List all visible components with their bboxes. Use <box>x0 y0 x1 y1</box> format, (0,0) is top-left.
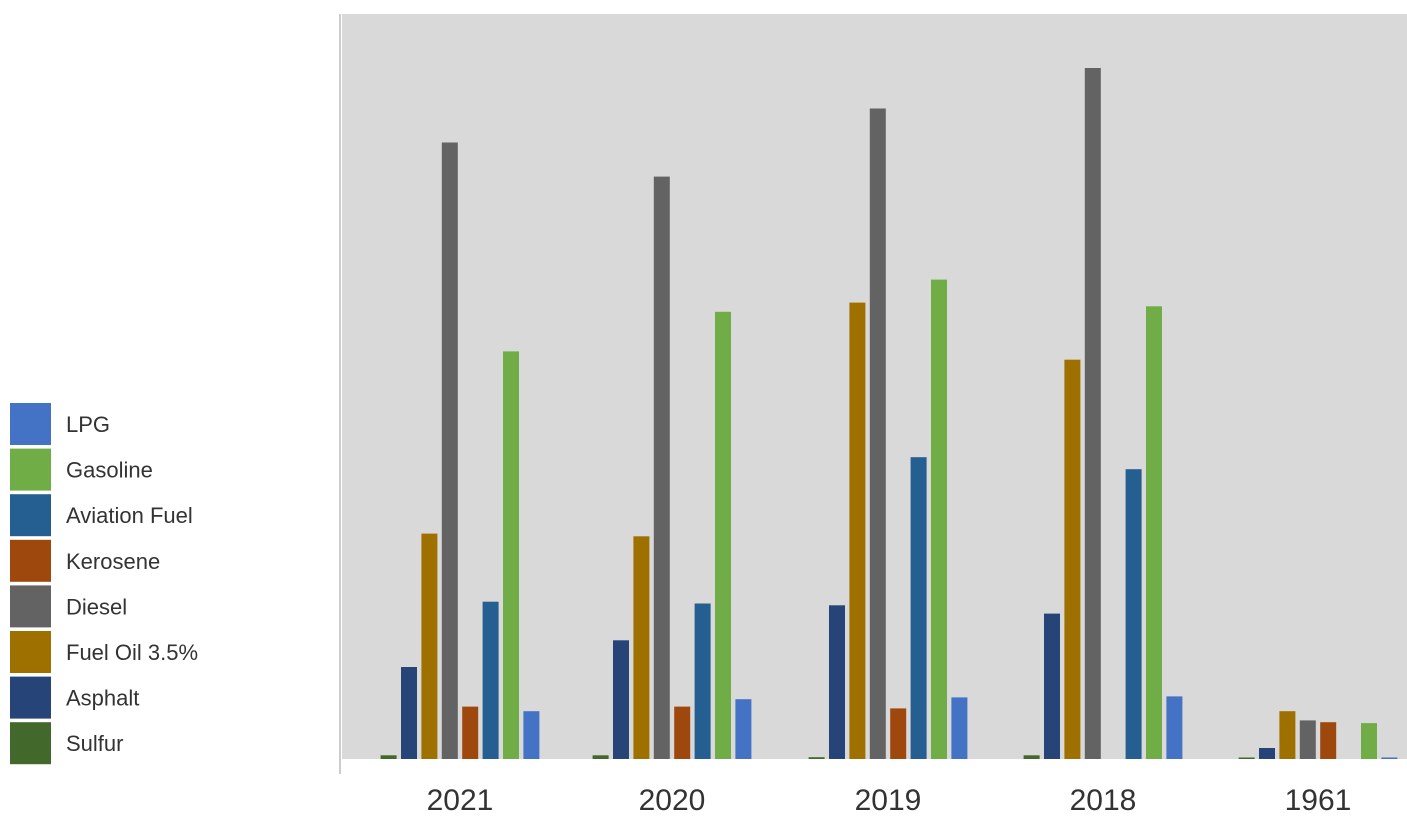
legend-label-aviation-fuel: Aviation Fuel <box>66 503 193 528</box>
legend-swatch-gasoline <box>10 448 51 491</box>
x-tick-label-1961: 1961 <box>1285 784 1352 817</box>
bar-gasoline-2018 <box>1146 306 1162 759</box>
legend-label-diesel: Diesel <box>66 594 127 619</box>
bar-fuel-oil-3-5--2018 <box>1064 359 1081 759</box>
x-tick-label-2019: 2019 <box>855 784 922 817</box>
bar-gasoline-2021 <box>503 351 519 759</box>
bar-asphalt-2020 <box>613 640 629 759</box>
legend-label-lpg: LPG <box>66 412 110 437</box>
legend-label-gasoline: Gasoline <box>66 458 153 483</box>
bar-kerosene-2019 <box>890 708 907 759</box>
bar-diesel-1961 <box>1299 720 1316 759</box>
bar-aviation-fuel-2018 <box>1125 469 1142 759</box>
bar-asphalt-1961 <box>1259 748 1275 759</box>
bar-kerosene-2021 <box>462 706 479 759</box>
bar-gasoline-2019 <box>931 279 947 759</box>
bar-sulfur-2021 <box>380 755 397 759</box>
bar-aviation-fuel-2020 <box>694 603 711 759</box>
x-tick-label-2020: 2020 <box>639 784 706 817</box>
x-tick-label-2018: 2018 <box>1070 784 1137 817</box>
legend-swatch-sulfur <box>10 722 51 765</box>
bar-kerosene-2020 <box>674 706 691 759</box>
bar-lpg-2019 <box>951 697 968 759</box>
bar-sulfur-2019 <box>808 757 825 759</box>
bar-aviation-fuel-2019 <box>910 457 927 759</box>
legend-swatch-diesel <box>10 585 51 628</box>
bar-diesel-2018 <box>1084 68 1101 759</box>
bars-group <box>380 68 1398 760</box>
legend-swatch-lpg <box>10 403 51 445</box>
legend-label-asphalt: Asphalt <box>66 686 139 711</box>
x-tick-label-2021: 2021 <box>427 784 494 817</box>
bar-sulfur-2018 <box>1023 755 1040 759</box>
bar-asphalt-2019 <box>829 605 845 759</box>
legend: LPG Gasoline Aviation Fuel Kerosene Diesel Fu… <box>10 403 198 765</box>
bar-fuel-oil-3-5--2021 <box>421 533 438 759</box>
legend-swatch-asphalt <box>10 676 51 719</box>
bar-sulfur-1961 <box>1238 757 1255 759</box>
x-tick-labels: 2021 2020 2019 2018 1961 <box>427 784 1352 817</box>
bar-lpg-2020 <box>735 699 752 759</box>
bar-fuel-oil-3-5--2020 <box>633 536 650 759</box>
bar-gasoline-1961 <box>1361 723 1377 759</box>
bar-aviation-fuel-2021 <box>482 601 499 759</box>
bar-diesel-2021 <box>441 142 458 759</box>
bar-asphalt-2018 <box>1044 613 1060 759</box>
bar-asphalt-2021 <box>401 667 417 759</box>
bar-diesel-2020 <box>653 176 670 760</box>
legend-swatch-aviation-fuel <box>10 494 51 537</box>
bar-diesel-2019 <box>869 108 886 759</box>
bar-lpg-2021 <box>523 711 540 759</box>
bar-kerosene-1961 <box>1320 722 1337 759</box>
bar-lpg-2018 <box>1166 696 1183 759</box>
bar-fuel-oil-3-5--1961 <box>1279 711 1296 759</box>
bar-gasoline-2020 <box>715 311 731 759</box>
bar-sulfur-2020 <box>592 755 609 759</box>
bar-fuel-oil-3-5--2019 <box>849 302 866 759</box>
legend-label-kerosene: Kerosene <box>66 549 160 574</box>
legend-swatch-kerosene <box>10 539 51 582</box>
legend-label-sulfur: Sulfur <box>66 731 123 756</box>
legend-label-fuel-oil-3-5-: Fuel Oil 3.5% <box>66 640 198 665</box>
legend-swatch-fuel-oil-3-5- <box>10 631 51 673</box>
bar-lpg-1961 <box>1381 757 1398 759</box>
